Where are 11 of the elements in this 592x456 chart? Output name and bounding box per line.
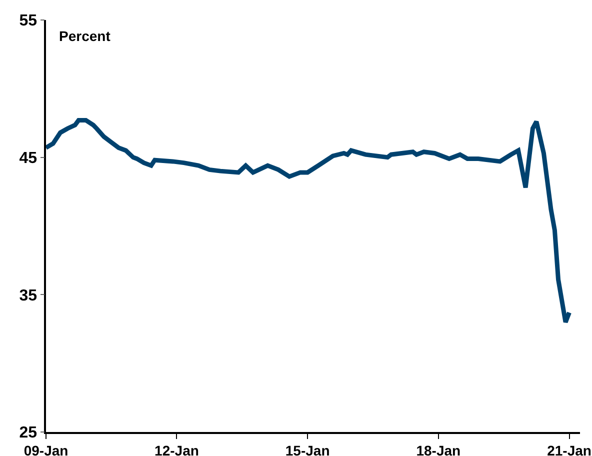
x-tick-label: 18-Jan <box>416 442 461 456</box>
y-tick-label: 25 <box>19 424 38 442</box>
y-tick-label: 55 <box>19 12 38 30</box>
y-tick-label: 35 <box>19 287 38 304</box>
y-tick-label: 45 <box>19 150 38 167</box>
x-tick-label: 09-Jan <box>24 442 68 456</box>
y-axis-title: Percent <box>59 28 111 44</box>
x-tick-label: 21-Jan <box>547 442 592 456</box>
x-tick-label: 15-Jan <box>285 442 330 456</box>
x-tick-label: 12-Jan <box>154 442 199 456</box>
line-series <box>46 118 572 324</box>
